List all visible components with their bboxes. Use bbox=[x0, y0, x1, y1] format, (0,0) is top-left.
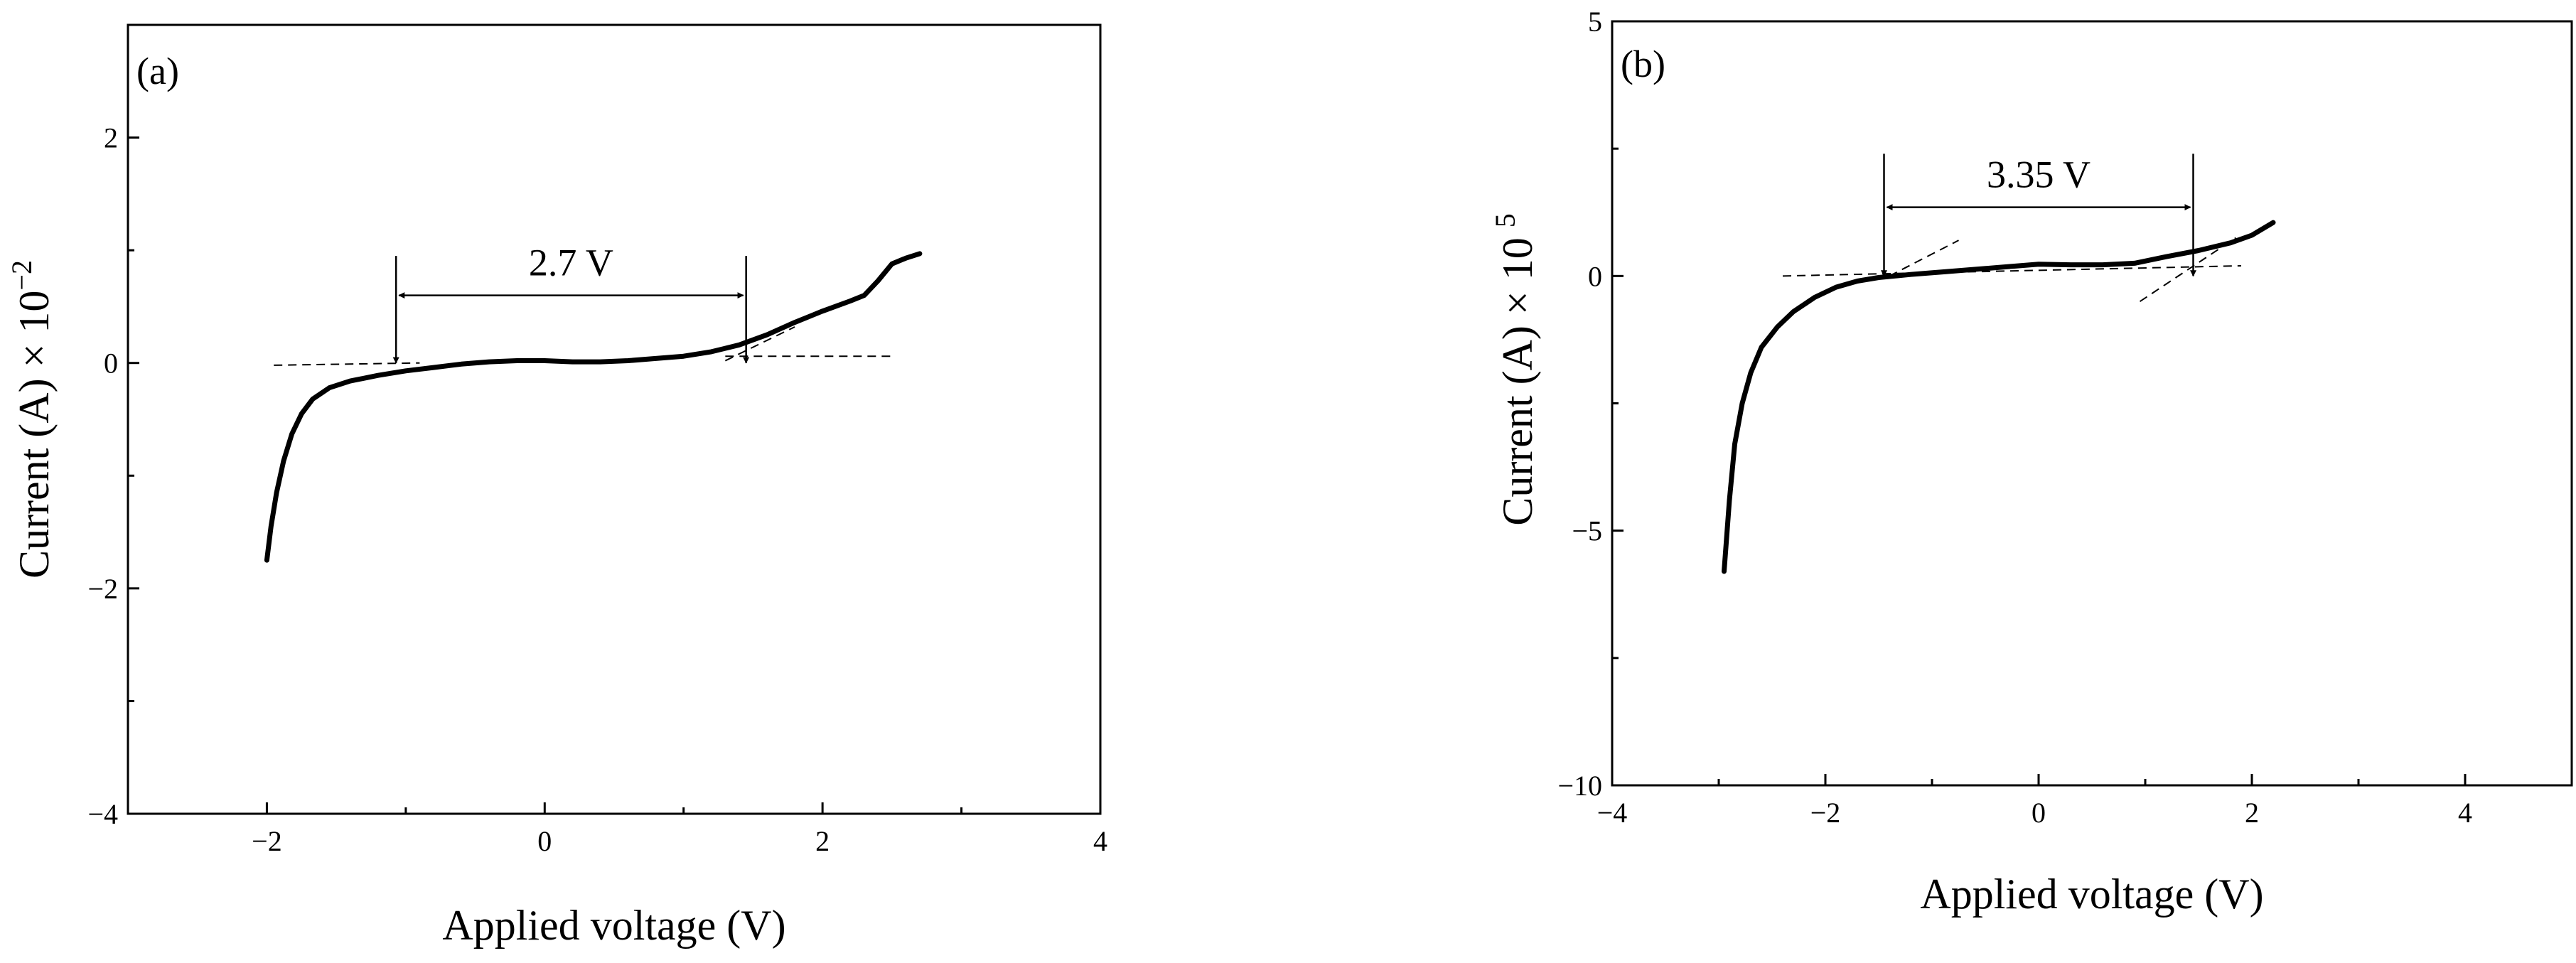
x-tick-label: −2 bbox=[252, 825, 282, 857]
y-tick-label: −4 bbox=[87, 798, 118, 830]
tangent-line bbox=[1889, 240, 1959, 277]
x-axis-title-a: Applied voltage (V) bbox=[442, 902, 785, 949]
chart-panel-a: (a) −2 0 2 4 −4 −2 0 2 2.7 V Applied voltage (V… bbox=[6, 23, 1107, 949]
x-tick-label: 2 bbox=[815, 825, 830, 857]
y-tick-label: −5 bbox=[1572, 515, 1602, 547]
y-tick-label: −2 bbox=[87, 573, 118, 605]
tangent-line bbox=[2139, 237, 2237, 302]
iv-curve-b bbox=[1722, 220, 2276, 574]
axis-ticks-a bbox=[128, 136, 1102, 815]
panel-label-b: (b) bbox=[1621, 43, 1665, 85]
y-axis-title-a: Current (A) × 10−2 bbox=[6, 260, 58, 579]
y-axis-title-b: Current (A) × 105 bbox=[1489, 213, 1541, 525]
y-tick-label: 5 bbox=[1588, 6, 1602, 38]
voltage-markers-a bbox=[392, 256, 750, 364]
plot-frame-b bbox=[1611, 20, 2573, 787]
tick-labels-a: −2 0 2 4 −4 −2 0 2 bbox=[87, 122, 1107, 857]
threshold-span-label-b: 3.35 V bbox=[1987, 154, 2091, 196]
x-tick-label: 0 bbox=[2032, 797, 2046, 829]
panel-label-a: (a) bbox=[136, 50, 179, 92]
chart-panel-b: (b) −4 −2 0 2 4 −10 −5 0 5 3.35 V Applied voltag… bbox=[1489, 6, 2573, 918]
tangent-line bbox=[1782, 265, 2242, 277]
voltage-markers-b bbox=[1881, 154, 2196, 277]
threshold-span-label-a: 2.7 V bbox=[529, 242, 613, 284]
x-axis-title-b: Applied voltage (V) bbox=[1920, 871, 2263, 918]
x-tick-label: 2 bbox=[2245, 797, 2259, 829]
tangent-line bbox=[724, 326, 795, 362]
tick-labels-b: −4 −2 0 2 4 −10 −5 0 5 bbox=[1557, 6, 2472, 829]
y-tick-label: 0 bbox=[104, 348, 118, 380]
y-tick-label: 2 bbox=[104, 122, 118, 154]
x-tick-label: 0 bbox=[537, 825, 552, 857]
tangent-line bbox=[274, 362, 420, 366]
iv-curve-a bbox=[264, 251, 923, 563]
x-tick-label: −2 bbox=[1810, 797, 1841, 829]
axis-ticks-b bbox=[1611, 20, 2467, 787]
tangent-lines-b bbox=[1782, 237, 2242, 302]
x-tick-label: −4 bbox=[1597, 797, 1628, 829]
y-tick-label: −10 bbox=[1557, 770, 1602, 802]
y-tick-label: 0 bbox=[1588, 260, 1602, 292]
plot-frame-a bbox=[127, 23, 1102, 815]
x-tick-label: 4 bbox=[2458, 797, 2472, 829]
x-tick-label: 4 bbox=[1093, 825, 1107, 857]
